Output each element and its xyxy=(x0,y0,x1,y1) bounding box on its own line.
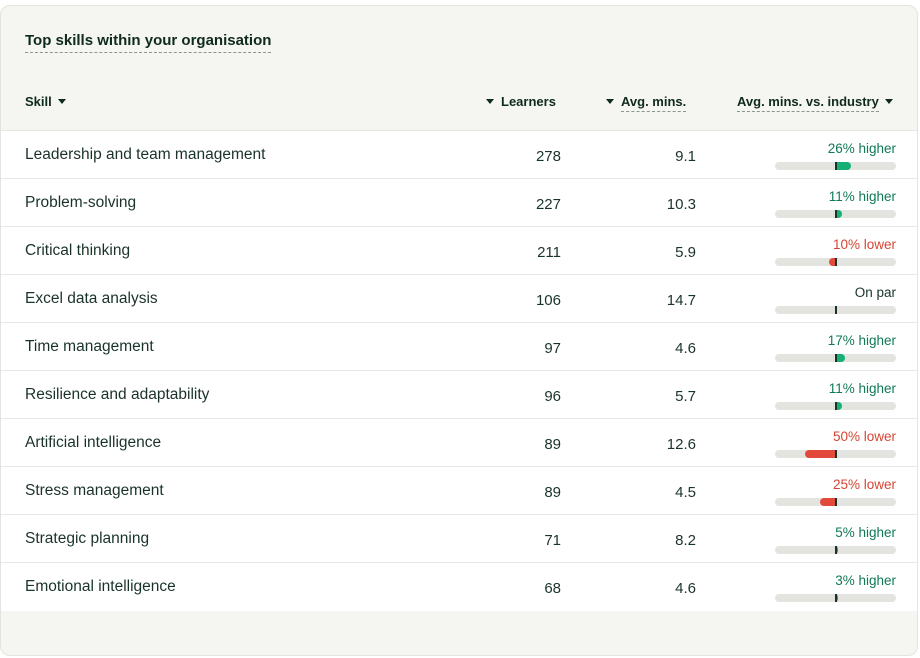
learners-count: 96 xyxy=(544,388,561,405)
avg-mins-value: 10.3 xyxy=(666,196,696,213)
industry-average-marker xyxy=(835,450,837,458)
industry-comparison-fill xyxy=(835,354,845,362)
industry-average-marker xyxy=(835,162,837,170)
avg-mins-value: 12.6 xyxy=(666,436,696,453)
industry-comparison-bar xyxy=(775,258,896,266)
table-row[interactable]: Stress management 89 4.5 25% lower xyxy=(1,467,917,515)
industry-comparison-bar xyxy=(775,306,896,314)
industry-average-marker xyxy=(835,210,837,218)
skill-name: Strategic planning xyxy=(25,530,150,547)
industry-comparison-fill xyxy=(835,402,842,410)
learners-count: 89 xyxy=(544,436,561,453)
learners-count: 227 xyxy=(535,196,561,213)
industry-comparison-label: 26% higher xyxy=(827,141,896,156)
industry-comparison-label: 25% lower xyxy=(832,477,896,492)
skill-name: Problem-solving xyxy=(25,194,137,211)
industry-comparison-fill xyxy=(805,450,835,458)
industry-comparison-label: 50% lower xyxy=(832,429,896,444)
skill-name: Resilience and adaptability xyxy=(25,386,210,403)
table-row[interactable]: Resilience and adaptability 96 5.7 11% high… xyxy=(1,371,917,419)
table-header: Skill Learners Avg. mins. Avg. mins. vs.… xyxy=(1,74,917,131)
learners-count: 211 xyxy=(537,244,561,261)
industry-comparison-fill xyxy=(835,594,838,602)
industry-comparison-fill xyxy=(835,546,838,554)
learners-count: 89 xyxy=(544,484,561,501)
table-row[interactable]: Critical thinking 211 5.9 10% lower xyxy=(1,227,917,275)
table-row[interactable]: Strategic planning 71 8.2 5% higher xyxy=(1,515,917,563)
industry-comparison-bar xyxy=(775,402,896,410)
learners-count: 106 xyxy=(535,292,561,309)
industry-comparison-label: 11% higher xyxy=(828,189,896,204)
skill-name: Artificial intelligence xyxy=(25,434,162,451)
column-header-avg-mins[interactable]: Avg. mins. xyxy=(606,94,687,112)
skill-name: Stress management xyxy=(25,482,164,499)
avg-mins-value: 4.6 xyxy=(675,580,696,597)
avg-mins-value: 5.9 xyxy=(675,244,696,261)
industry-comparison-fill xyxy=(835,162,851,170)
industry-comparison-label: 5% higher xyxy=(835,525,896,540)
avg-mins-value: 14.7 xyxy=(666,292,696,309)
caret-down-icon xyxy=(57,99,66,105)
table-row[interactable]: Problem-solving 227 10.3 11% higher xyxy=(1,179,917,227)
industry-comparison-label: On par xyxy=(854,285,896,300)
skill-name: Excel data analysis xyxy=(25,290,158,307)
column-header-avg-mins-label: Avg. mins. xyxy=(621,94,687,112)
column-header-vs-industry[interactable]: Avg. mins. vs. industry xyxy=(737,94,893,112)
industry-average-marker xyxy=(835,306,837,314)
industry-comparison-bar xyxy=(775,210,896,218)
industry-average-marker xyxy=(835,498,837,506)
industry-comparison-label: 17% higher xyxy=(827,333,896,348)
column-header-learners[interactable]: Learners xyxy=(486,94,556,110)
avg-mins-value: 4.5 xyxy=(675,484,696,501)
industry-comparison-bar xyxy=(775,354,896,362)
skill-name: Critical thinking xyxy=(25,242,131,259)
avg-mins-value: 8.2 xyxy=(675,532,696,549)
skill-name: Emotional intelligence xyxy=(25,578,176,595)
industry-comparison-fill xyxy=(820,498,835,506)
industry-comparison-label: 11% higher xyxy=(828,381,896,396)
industry-comparison-bar xyxy=(775,594,896,602)
skills-table-body: Leadership and team management 278 9.1 26% … xyxy=(1,131,917,611)
skill-name: Time management xyxy=(25,338,154,355)
industry-comparison-fill xyxy=(835,210,842,218)
industry-comparison-bar xyxy=(775,546,896,554)
learners-count: 71 xyxy=(544,532,561,549)
industry-average-marker xyxy=(835,354,837,362)
industry-comparison-bar xyxy=(775,162,896,170)
avg-mins-value: 4.6 xyxy=(675,340,696,357)
industry-comparison-bar xyxy=(775,450,896,458)
industry-comparison-bar xyxy=(775,498,896,506)
avg-mins-value: 5.7 xyxy=(675,388,696,405)
industry-average-marker xyxy=(835,594,837,602)
column-header-skill-label: Skill xyxy=(25,94,52,109)
table-row[interactable]: Excel data analysis 106 14.7 On par xyxy=(1,275,917,323)
column-header-skill[interactable]: Skill xyxy=(25,94,66,110)
sort-desc-icon xyxy=(486,99,494,105)
card-footer xyxy=(1,611,917,655)
avg-mins-value: 9.1 xyxy=(675,148,696,165)
table-row[interactable]: Leadership and team management 278 9.1 26% … xyxy=(1,131,917,179)
sort-desc-icon xyxy=(606,99,614,105)
learners-count: 68 xyxy=(544,580,561,597)
industry-comparison-label: 3% higher xyxy=(835,573,896,588)
industry-average-marker xyxy=(835,546,837,554)
column-header-learners-label: Learners xyxy=(501,94,556,109)
skills-card: Top skills within your organisation Skil… xyxy=(0,5,918,656)
learners-count: 97 xyxy=(544,340,561,357)
skill-name: Leadership and team management xyxy=(25,146,266,163)
table-row[interactable]: Artificial intelligence 89 12.6 50% lower xyxy=(1,419,917,467)
column-header-vs-industry-label: Avg. mins. vs. industry xyxy=(737,94,879,112)
industry-average-marker xyxy=(835,402,837,410)
industry-comparison-label: 10% lower xyxy=(832,237,896,252)
table-row[interactable]: Emotional intelligence 68 4.6 3% higher xyxy=(1,563,917,611)
table-row[interactable]: Time management 97 4.6 17% higher xyxy=(1,323,917,371)
caret-down-icon xyxy=(884,99,893,105)
industry-average-marker xyxy=(835,258,837,266)
learners-count: 278 xyxy=(535,148,561,165)
industry-comparison-fill xyxy=(829,258,835,266)
card-title[interactable]: Top skills within your organisation xyxy=(25,32,272,53)
